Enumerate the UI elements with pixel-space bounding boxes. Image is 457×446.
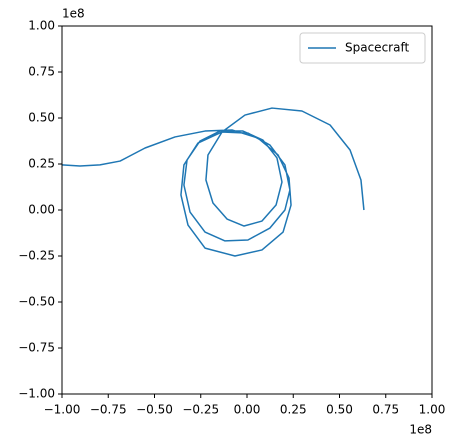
y-tick-label: 0.00 [28, 203, 55, 217]
y-tick-label: 0.25 [28, 157, 55, 171]
y-tick-label: −1.00 [18, 387, 55, 401]
y-tick-label: 1.00 [28, 19, 55, 33]
legend-label: Spacecraft [345, 41, 409, 55]
y-tick-label: −0.75 [18, 341, 55, 355]
x-offset-label: 1e8 [409, 423, 432, 437]
x-tick-label: −1.00 [44, 403, 81, 417]
x-tick-label: −0.50 [136, 403, 173, 417]
x-tick-label: −0.25 [182, 403, 219, 417]
x-tick-label: 0.50 [326, 403, 353, 417]
y-tick-label: 0.50 [28, 111, 55, 125]
axes-frame [61, 25, 433, 395]
y-tick-label: 0.75 [28, 65, 55, 79]
x-tick-label: 0.25 [280, 403, 307, 417]
x-tick-label: 0.75 [372, 403, 399, 417]
x-tick-label: 1.00 [419, 403, 446, 417]
y-tick-label: −0.50 [18, 295, 55, 309]
x-tick-label: −0.75 [90, 403, 127, 417]
y-tick-label: −0.25 [18, 249, 55, 263]
legend-box [299, 32, 426, 64]
series-line [61, 107, 365, 257]
x-tick-label: 0.00 [234, 403, 261, 417]
y-offset-label: 1e8 [62, 7, 85, 21]
